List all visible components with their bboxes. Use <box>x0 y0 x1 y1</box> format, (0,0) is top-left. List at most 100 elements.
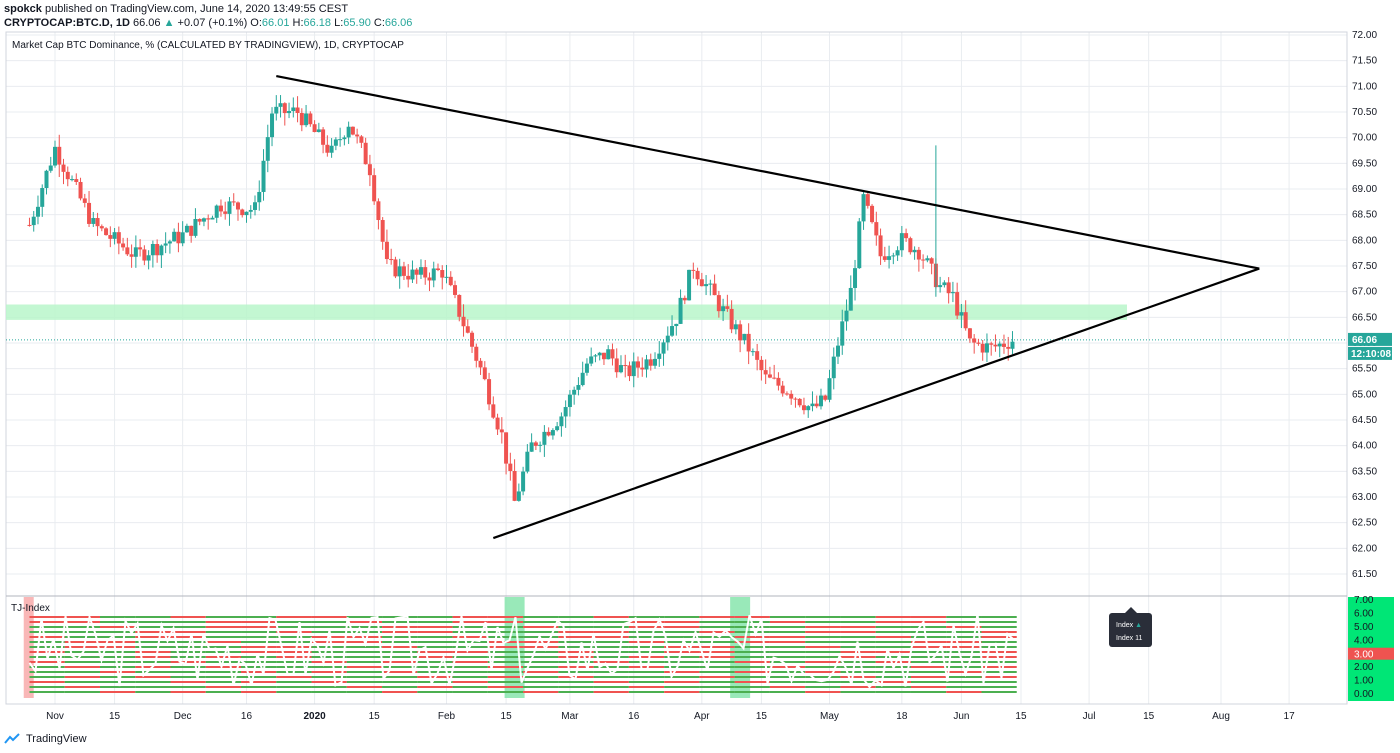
candle <box>801 397 806 415</box>
candle <box>891 252 896 265</box>
candle-body <box>261 160 266 192</box>
candle <box>491 396 496 419</box>
last-price-text: 66.06 <box>1352 335 1377 346</box>
candle <box>470 330 475 353</box>
countdown-badge <box>1348 346 1392 360</box>
candle-body <box>516 491 521 501</box>
candle-body <box>742 333 747 341</box>
candle-body <box>453 285 458 295</box>
candle-body <box>797 398 802 406</box>
candle-body <box>389 259 394 261</box>
candle-body <box>299 113 304 126</box>
candle <box>184 223 189 233</box>
candle <box>525 444 530 474</box>
candle <box>389 248 394 265</box>
candle <box>729 300 734 334</box>
candle <box>874 211 879 246</box>
candle <box>316 122 321 133</box>
candle-body <box>984 343 989 353</box>
x-tick-label: 15 <box>756 711 768 722</box>
candle-body <box>682 297 687 301</box>
candle-body <box>329 145 334 153</box>
candle-body <box>201 218 206 222</box>
footer-brand[interactable]: TradingView <box>4 733 87 745</box>
candle <box>78 177 83 201</box>
candle-body <box>865 194 870 206</box>
candle <box>848 275 853 311</box>
plot-frame <box>5 31 1348 705</box>
candle-body <box>806 406 811 411</box>
candle <box>695 267 700 286</box>
candle-body <box>223 211 228 214</box>
candle <box>223 201 228 220</box>
candle <box>814 395 819 409</box>
candle-body <box>227 201 232 214</box>
candle <box>984 333 989 362</box>
candle-body <box>61 164 66 172</box>
candle-body <box>738 324 743 341</box>
candle <box>521 466 526 496</box>
candle <box>372 168 377 205</box>
candle <box>367 154 372 187</box>
last-value: 66.06 <box>132 17 161 29</box>
candle <box>61 158 66 185</box>
candle <box>265 124 270 173</box>
candle-body <box>350 126 355 135</box>
candle <box>312 120 317 133</box>
trendline-lower[interactable] <box>492 267 1260 540</box>
candle <box>406 264 411 288</box>
candle-body <box>499 429 504 433</box>
candle-body <box>325 144 330 153</box>
candle <box>465 319 470 334</box>
candle <box>167 239 172 254</box>
candle <box>593 354 598 363</box>
candle-body <box>316 129 321 133</box>
candles <box>27 95 1015 502</box>
candle <box>133 235 138 268</box>
candle <box>733 319 738 335</box>
candle <box>967 327 972 343</box>
index-y-tick-label: 4.00 <box>1354 635 1374 646</box>
candle-body <box>908 238 913 253</box>
candle-body <box>418 267 423 275</box>
candle-body <box>291 107 296 112</box>
candle-body <box>427 277 432 281</box>
candle <box>623 354 628 378</box>
candle <box>542 425 547 457</box>
trendline-upper[interactable] <box>276 74 1260 270</box>
candle-body <box>218 205 223 212</box>
candle <box>448 271 453 287</box>
candle-body <box>482 367 487 380</box>
candle-body <box>691 269 696 271</box>
candle <box>1010 331 1015 355</box>
candle <box>827 369 832 403</box>
author-name[interactable]: spokck <box>4 3 42 15</box>
candle-body <box>542 431 547 445</box>
axes[interactable]: 61.50 62.00 62.50 63.00 63.50 64.00 64.50 65.00… <box>46 30 1394 722</box>
candle-body <box>406 275 411 280</box>
candle-body <box>380 220 385 242</box>
candle <box>759 356 764 381</box>
low-label: L: <box>334 17 344 29</box>
candle <box>882 246 887 262</box>
candle <box>163 232 168 254</box>
candle <box>606 345 611 360</box>
candle <box>431 261 436 288</box>
candle-body <box>321 129 326 145</box>
candle <box>716 290 721 318</box>
trendlines[interactable] <box>276 74 1260 540</box>
candle-body <box>172 231 177 242</box>
candle <box>559 412 564 437</box>
candle <box>895 246 900 261</box>
chart-header: spokck published on TradingView.com, Jun… <box>4 2 412 30</box>
tooltip-line1-text: Index <box>1116 622 1134 629</box>
candle-body <box>699 279 704 287</box>
x-tick-label: 15 <box>501 711 513 722</box>
candle <box>784 391 789 396</box>
index-y-tick-label: 1.00 <box>1354 676 1374 687</box>
high-label: H: <box>292 17 304 29</box>
candle <box>938 276 943 293</box>
candle <box>35 195 40 225</box>
candle-body <box>853 268 858 288</box>
